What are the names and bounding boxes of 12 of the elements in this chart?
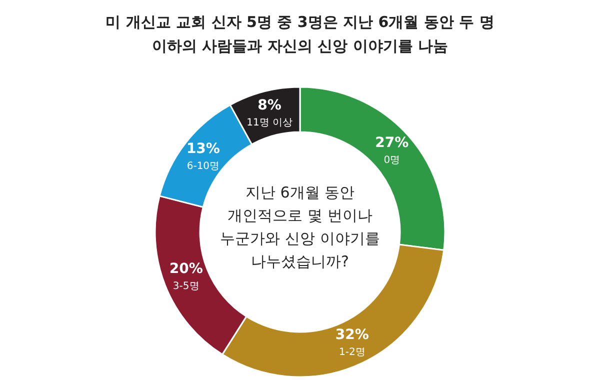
chart-title: 미 개신교 교회 신자 5명 중 3명은 지난 6개월 동안 두 명 이하의 사람들과 자신의 신앙 이야기를 나눔 [106,13,494,56]
slice-label: 11명 이상 [246,117,292,128]
data-label: 13% [186,140,220,157]
data-label: 27% [375,134,409,151]
data-label: 20% [169,261,203,278]
text: 지난 6개월 동안 개인적으로 몇 번이나 누군가와 신앙 이야기를 나누셨습니까? [220,184,380,271]
slice-label: 1-2명 [338,346,366,358]
slice-label: 6-10명 [186,160,220,172]
data-label: 8% [258,97,282,114]
slice-label: 3-5명 [172,281,200,292]
data-label: 32% [335,326,369,343]
slice-label: 0명 [384,154,400,166]
